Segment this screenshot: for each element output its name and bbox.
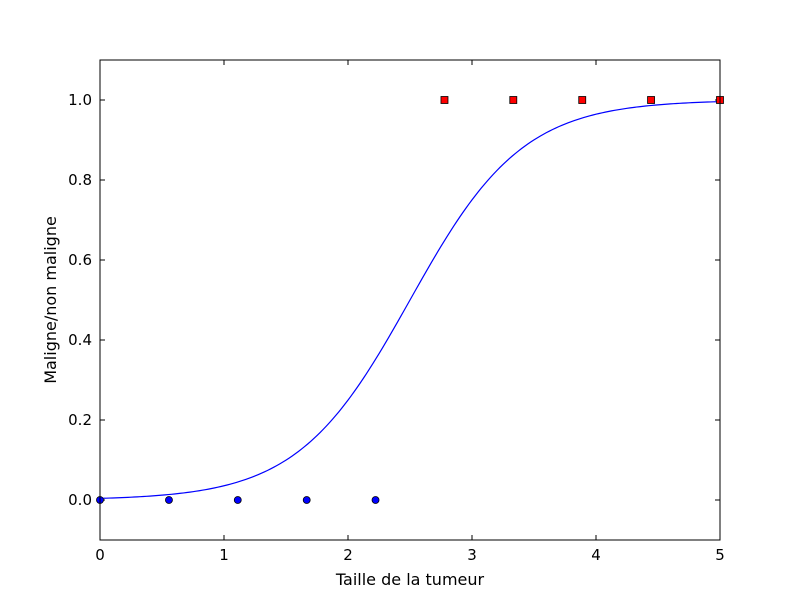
points-layer [96, 96, 724, 504]
curve-layer [100, 101, 720, 499]
y-axis-label: Maligne/non maligne [41, 216, 60, 384]
malignant-point [440, 96, 449, 104]
y-tick-label: 0.8 [68, 171, 92, 189]
x-tick-labels: 0 1 2 3 4 5 [95, 546, 725, 564]
y-tick-labels: 0.0 0.2 0.4 0.6 0.8 1.0 [68, 91, 92, 509]
benign-point [302, 496, 311, 504]
x-tick-label: 5 [715, 546, 725, 564]
benign-point [165, 496, 173, 504]
y-tick-label: 0.6 [68, 251, 92, 269]
x-axis-label: Taille de la tumeur [335, 570, 485, 589]
x-tick-label: 1 [219, 546, 229, 564]
y-tick-label: 0.2 [68, 411, 92, 429]
x-tick-label: 2 [343, 546, 353, 564]
x-tick-label: 4 [591, 546, 601, 564]
malignant-point [578, 96, 587, 104]
plot-frame [99, 59, 721, 541]
malignant-point [509, 96, 518, 104]
y-tick-label: 0.4 [68, 331, 92, 349]
malignant-point [647, 96, 655, 104]
benign-point [371, 496, 380, 504]
logistic-curve [100, 101, 720, 499]
y-tick-label: 0.0 [68, 491, 92, 509]
x-tick-label: 0 [95, 546, 105, 564]
x-tick-label: 3 [467, 546, 477, 564]
benign-point [233, 496, 242, 504]
y-tick-label: 1.0 [68, 91, 92, 109]
